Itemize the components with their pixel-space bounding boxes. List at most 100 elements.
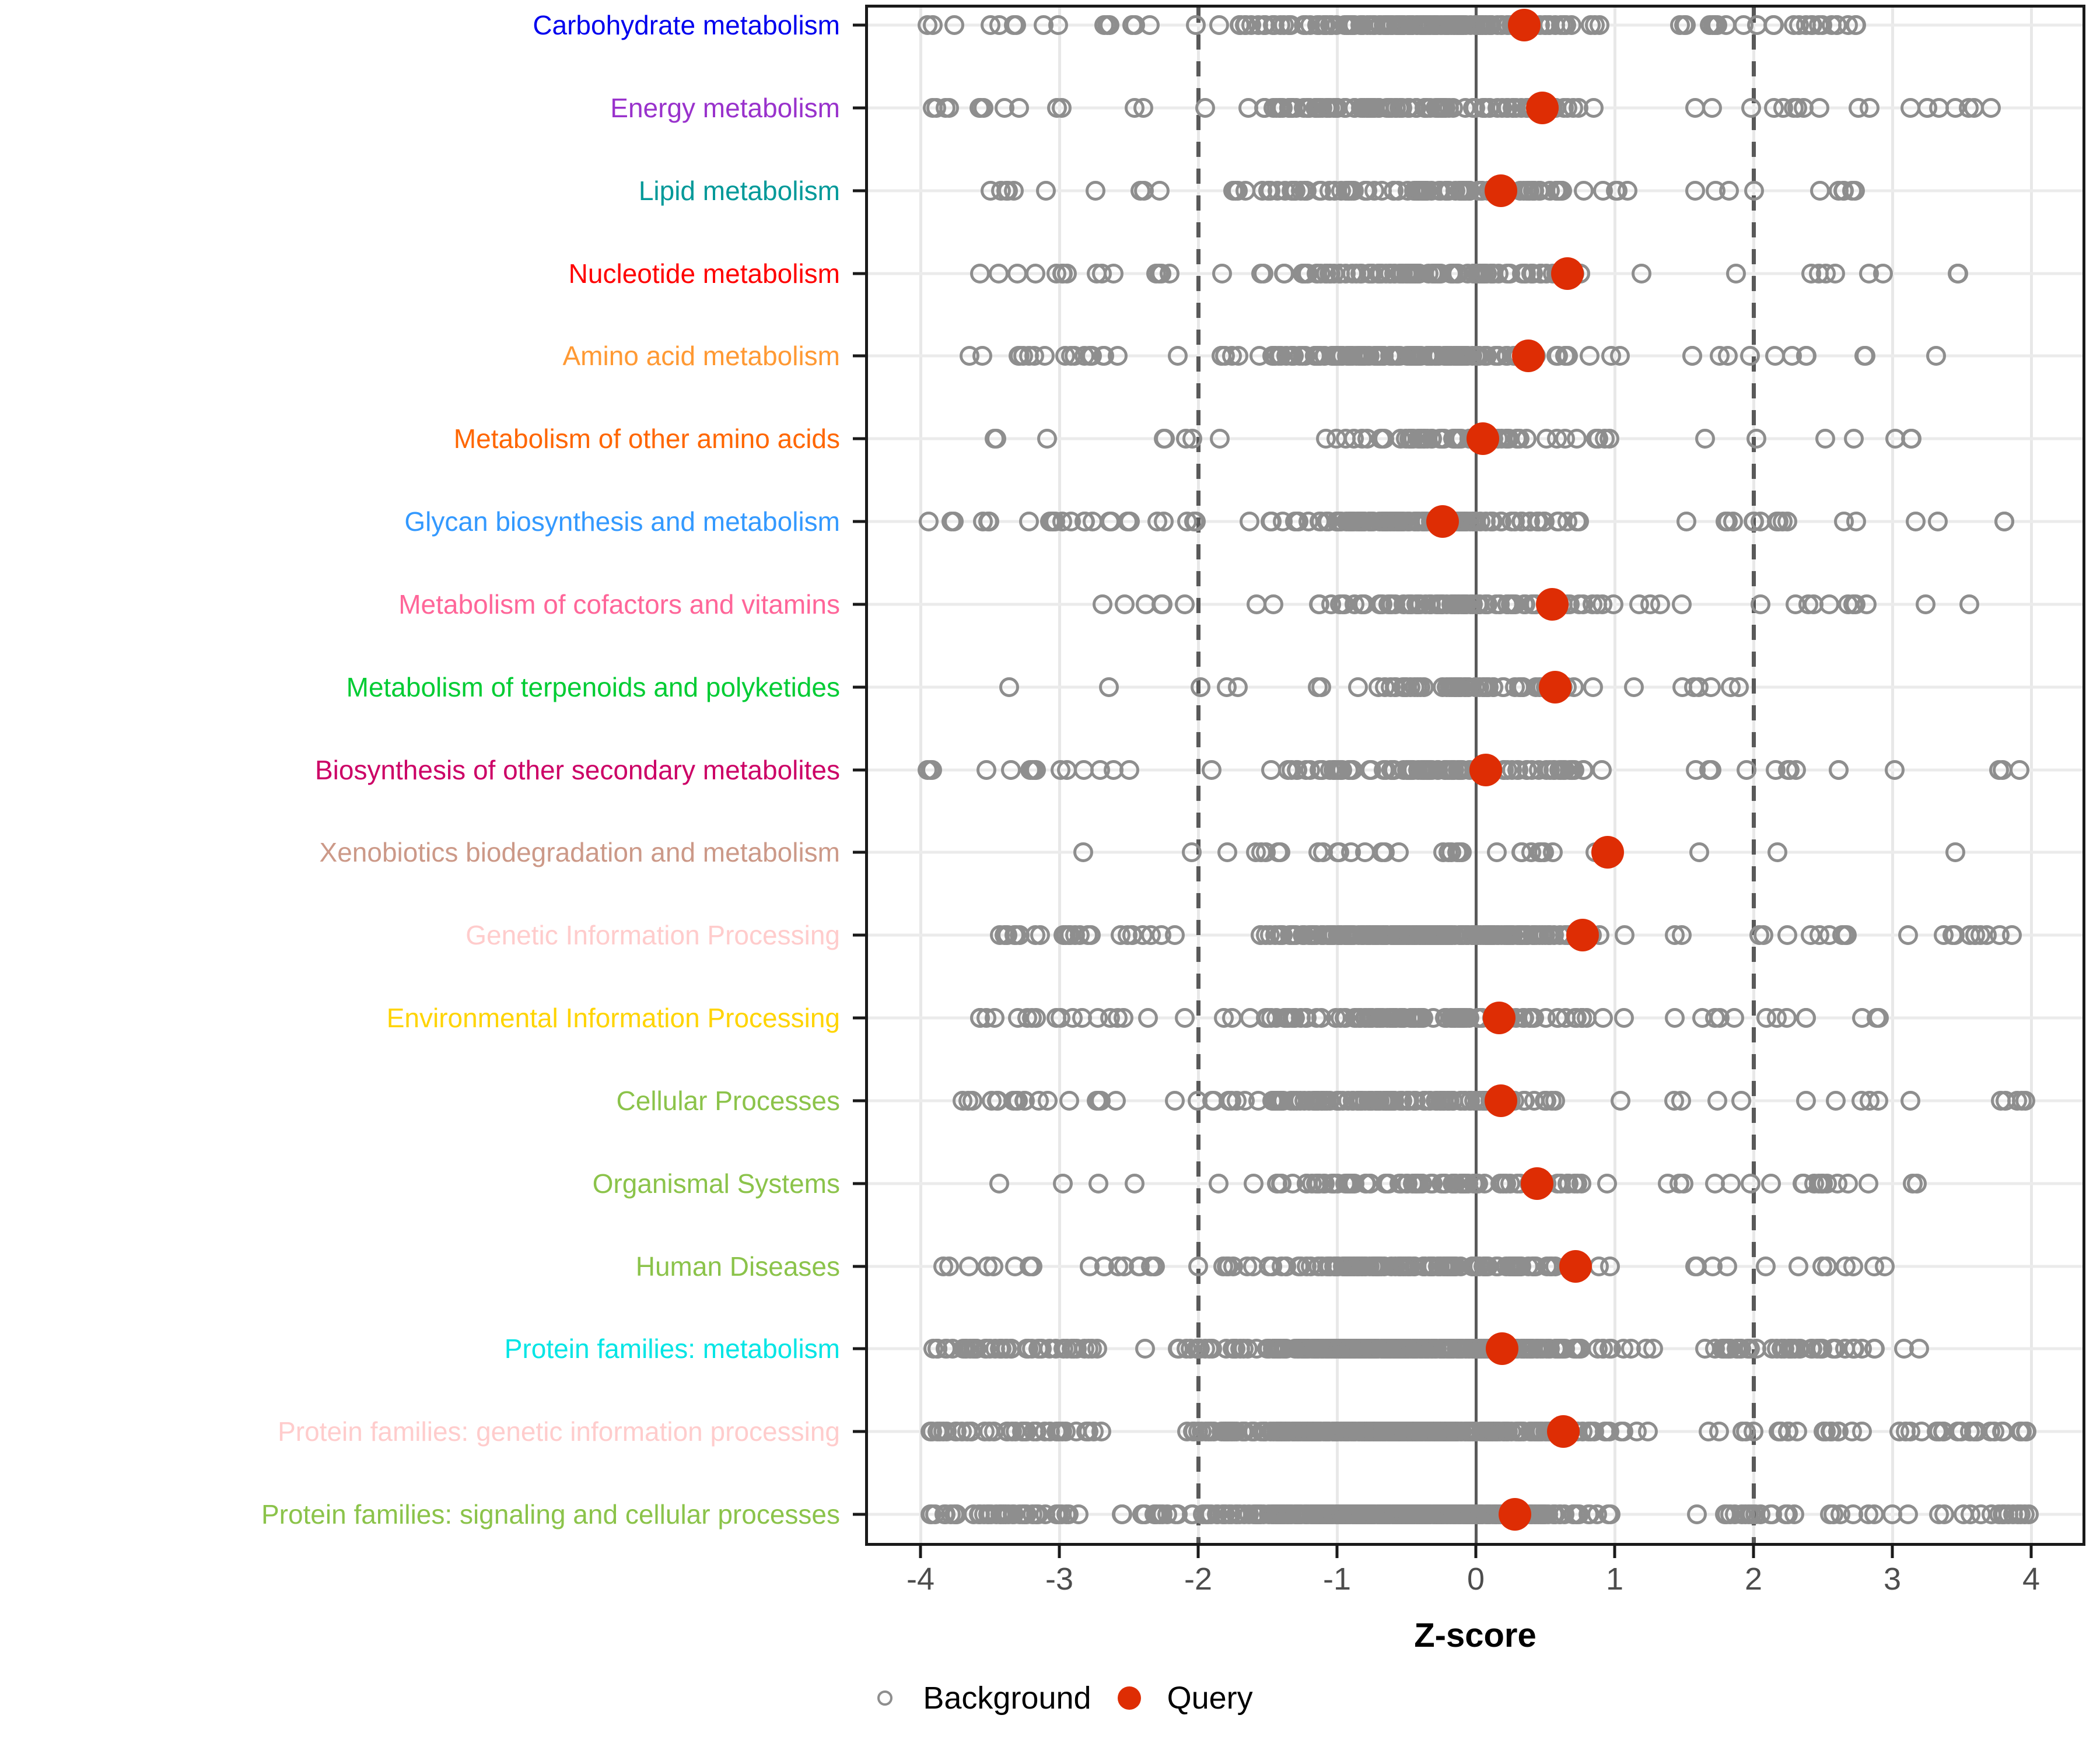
background-point	[1055, 346, 1075, 366]
background-point	[1180, 1339, 1200, 1359]
y-axis-label-metabolism-of-terpenoids-and-polyketides: Metabolism of terpenoids and polyketides	[346, 671, 840, 702]
background-point	[1826, 1090, 1846, 1111]
background-point	[1761, 1173, 1782, 1194]
background-point	[1833, 180, 1853, 201]
background-point	[1558, 512, 1578, 531]
query-point[interactable]	[1483, 1002, 1516, 1034]
query-point[interactable]	[1484, 1084, 1517, 1117]
background-point	[1686, 1504, 1707, 1524]
query-point[interactable]	[1426, 505, 1459, 538]
query-point[interactable]	[1546, 1415, 1580, 1448]
y-axis-label-protein-families-signaling-and-cellular-processes: Protein families: signaling and cellular…	[261, 1499, 840, 1530]
background-point	[1617, 180, 1637, 201]
background-point	[1593, 1339, 1614, 1359]
background-point	[996, 180, 1017, 201]
x-axis-tick-label: -3	[1045, 1562, 1074, 1597]
query-point[interactable]	[1591, 836, 1625, 869]
background-point	[962, 1090, 982, 1111]
background-point	[1055, 1422, 1076, 1442]
query-marker-icon	[1091, 1686, 1167, 1710]
query-point[interactable]	[1498, 1498, 1531, 1531]
background-point	[942, 512, 962, 531]
query-point[interactable]	[1551, 257, 1584, 290]
y-axis-label-cellular-processes: Cellular Processes	[616, 1085, 840, 1116]
background-point	[1217, 1422, 1237, 1442]
x-axis-tick-label: 0	[1466, 1562, 1485, 1597]
query-point[interactable]	[1526, 91, 1559, 124]
background-point	[1976, 925, 1997, 946]
background-point	[1843, 1256, 1864, 1276]
background-point	[1819, 594, 1839, 614]
background-point	[1751, 594, 1771, 614]
background-point	[1929, 1422, 1950, 1442]
background-point	[1846, 15, 1866, 35]
background-point	[1036, 180, 1056, 201]
background-point	[1244, 1173, 1264, 1194]
y-axis-label-biosynthesis-of-other-secondary-metabolites: Biosynthesis of other secondary metaboli…	[314, 754, 840, 785]
background-point	[1520, 1008, 1540, 1028]
x-axis-tick-label: 1	[1605, 1562, 1624, 1597]
background-point	[1378, 1090, 1398, 1111]
x-axis-tick	[1891, 1546, 1894, 1558]
x-axis-tick-label: -1	[1322, 1562, 1352, 1597]
x-axis-tick	[1196, 1546, 1200, 1558]
query-point[interactable]	[1535, 587, 1569, 621]
background-point	[1768, 842, 1788, 863]
background-point	[935, 97, 956, 118]
background-point	[1843, 429, 1864, 449]
background-point	[1427, 760, 1448, 780]
query-point[interactable]	[1566, 919, 1600, 952]
background-point	[1342, 512, 1362, 531]
background-point	[1730, 1339, 1751, 1359]
background-point	[1433, 429, 1454, 449]
background-point	[1562, 15, 1582, 35]
query-point[interactable]	[1512, 340, 1545, 373]
background-point	[1419, 346, 1440, 366]
background-point	[1395, 1339, 1415, 1359]
background-point	[1900, 1422, 1920, 1442]
x-axis: -4 -3 -2 -1 0 1 2 3 4	[865, 1546, 2085, 1616]
background-point	[1580, 346, 1600, 366]
background-point	[1224, 1339, 1244, 1359]
background-point	[944, 15, 964, 35]
background-point	[1710, 346, 1730, 366]
background-point	[1478, 1504, 1499, 1524]
background-point	[1509, 925, 1530, 946]
background-point	[1942, 925, 1962, 946]
background-point	[1980, 97, 2001, 118]
query-point[interactable]	[1508, 9, 1541, 41]
query-point[interactable]	[1559, 1250, 1592, 1283]
background-point	[986, 429, 1007, 449]
background-point	[1003, 15, 1024, 35]
background-point	[1620, 1339, 1641, 1359]
y-axis-tick	[853, 933, 865, 937]
background-point	[1222, 1008, 1242, 1028]
background-point	[1114, 1256, 1135, 1276]
background-point	[1777, 925, 1798, 946]
background-point	[1296, 15, 1316, 35]
background-point	[1926, 346, 1946, 366]
background-point	[1531, 263, 1550, 284]
background-point	[1558, 1173, 1578, 1194]
background-point	[1309, 512, 1329, 531]
x-axis-tick	[2029, 1546, 2033, 1558]
query-point[interactable]	[1484, 174, 1517, 207]
background-point	[1433, 1504, 1454, 1524]
background-point	[1056, 760, 1077, 780]
background-point	[1387, 512, 1407, 531]
y-axis-label-environmental-information-processing: Environmental Information Processing	[386, 1003, 840, 1033]
background-point	[1181, 842, 1202, 863]
query-point[interactable]	[1466, 422, 1499, 456]
background-point	[1514, 1090, 1535, 1111]
background-point	[1858, 1173, 1878, 1194]
query-point[interactable]	[1469, 753, 1502, 786]
background-point	[1741, 1173, 1760, 1194]
background-point	[1182, 429, 1203, 449]
background-point	[1717, 512, 1738, 531]
background-point	[1598, 1504, 1618, 1524]
background-point	[1707, 1090, 1728, 1111]
query-point[interactable]	[1486, 1332, 1519, 1366]
background-point	[1175, 594, 1195, 614]
query-point[interactable]	[1520, 1167, 1553, 1200]
query-point[interactable]	[1538, 670, 1572, 704]
